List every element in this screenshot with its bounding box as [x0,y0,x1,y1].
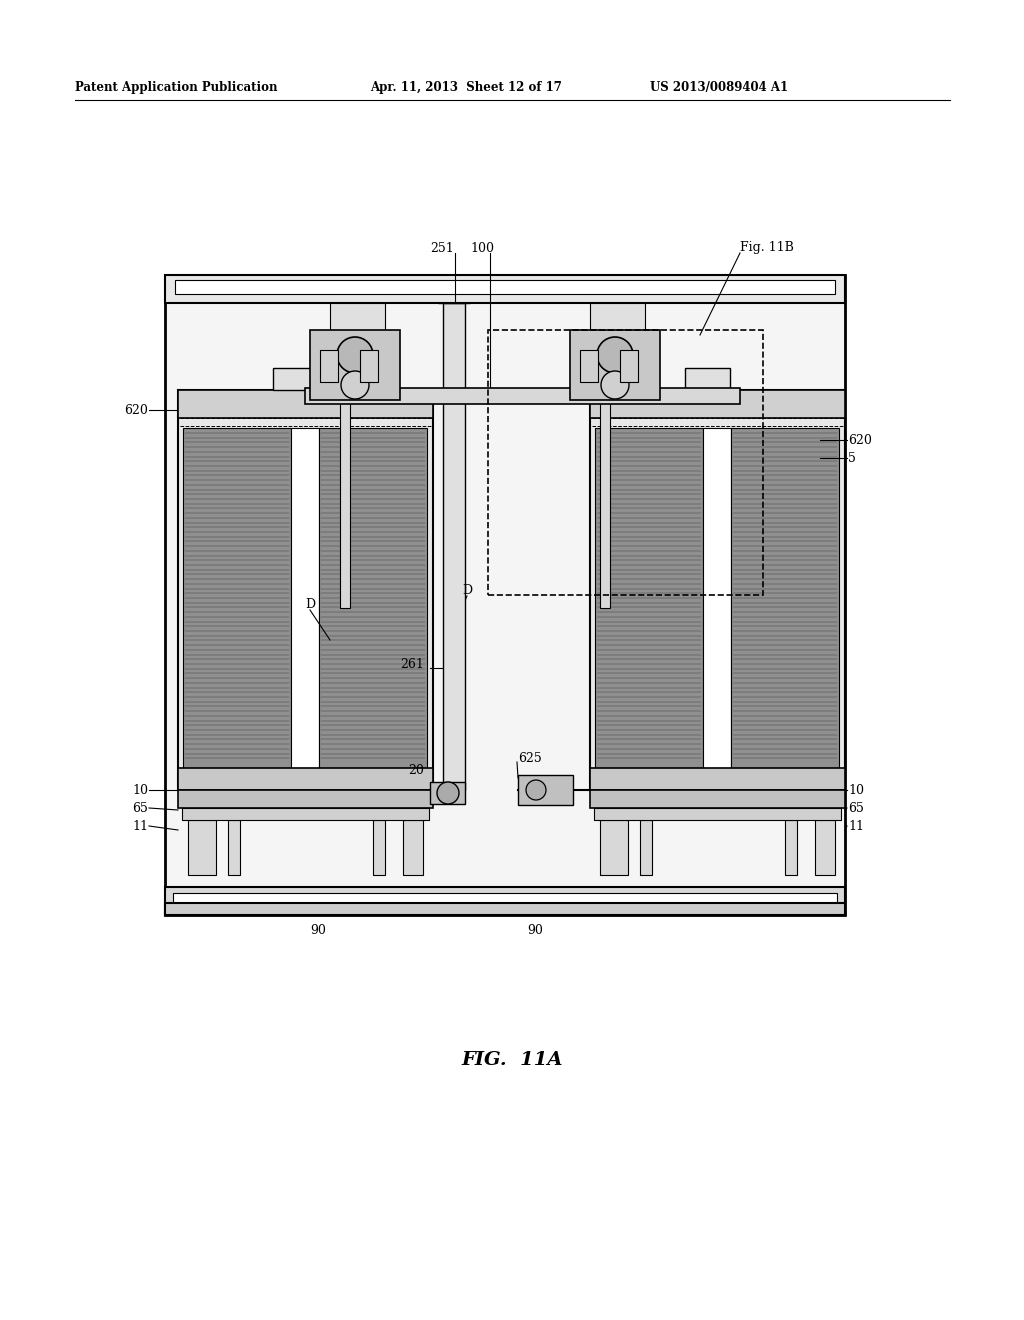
Text: 625: 625 [518,751,542,764]
Bar [570,330,660,400]
Circle shape [341,371,369,399]
Bar [165,275,845,915]
Text: 90: 90 [527,924,543,936]
Circle shape [601,371,629,399]
Text: 5: 5 [848,451,856,465]
Bar [305,388,740,404]
Bar [183,428,291,768]
Bar [188,820,216,875]
Circle shape [437,781,459,804]
Text: 261: 261 [400,659,424,672]
Bar [488,330,763,595]
Text: US 2013/0089404 A1: US 2013/0089404 A1 [650,82,788,95]
Text: 65: 65 [132,801,148,814]
Text: 620: 620 [848,433,871,446]
Bar [310,330,400,400]
Bar [590,389,845,789]
Bar [640,820,652,875]
Text: 251: 251 [430,242,454,255]
Bar [175,280,835,294]
Bar [178,389,433,789]
Bar [590,304,645,333]
Bar [165,903,845,915]
Text: 11: 11 [848,820,864,833]
Text: 11: 11 [132,820,148,833]
Bar [330,304,385,333]
Bar [443,304,465,789]
Bar [373,820,385,875]
Bar [518,775,573,805]
Bar [600,333,610,609]
Text: 620: 620 [124,404,148,417]
Text: 100: 100 [470,242,494,255]
Text: FIG.  11A: FIG. 11A [461,1051,563,1069]
Bar [178,789,433,808]
Circle shape [597,337,633,374]
Bar [228,820,240,875]
Text: 20: 20 [408,763,424,776]
Bar [590,768,845,789]
Circle shape [526,780,546,800]
Bar [319,350,338,381]
Bar [600,820,628,875]
Bar [273,368,318,389]
Bar [340,333,350,609]
Text: Apr. 11, 2013  Sheet 12 of 17: Apr. 11, 2013 Sheet 12 of 17 [370,82,562,95]
Text: Fig. 11B: Fig. 11B [740,242,794,255]
Bar [178,768,433,789]
Text: 10: 10 [848,784,864,796]
Bar [620,350,638,381]
Bar [173,894,837,907]
Bar [594,808,841,820]
Text: D: D [462,583,472,597]
Bar [319,428,427,768]
Bar [403,820,423,875]
Bar [182,808,429,820]
Text: Patent Application Publication: Patent Application Publication [75,82,278,95]
Bar [178,389,433,418]
Bar [360,350,378,381]
Bar [815,820,835,875]
Bar [731,428,839,768]
Bar [165,887,845,915]
Text: 10: 10 [132,784,148,796]
Bar [685,368,730,389]
Bar [590,389,845,418]
Bar [595,428,703,768]
Text: 90: 90 [310,924,326,936]
Bar [580,350,598,381]
Bar [165,275,845,304]
Bar [430,781,465,804]
Bar [785,820,797,875]
Text: 65: 65 [848,801,864,814]
Bar [703,428,731,768]
Text: D: D [305,598,315,611]
Bar [590,789,845,808]
Circle shape [337,337,373,374]
Bar [291,428,319,768]
